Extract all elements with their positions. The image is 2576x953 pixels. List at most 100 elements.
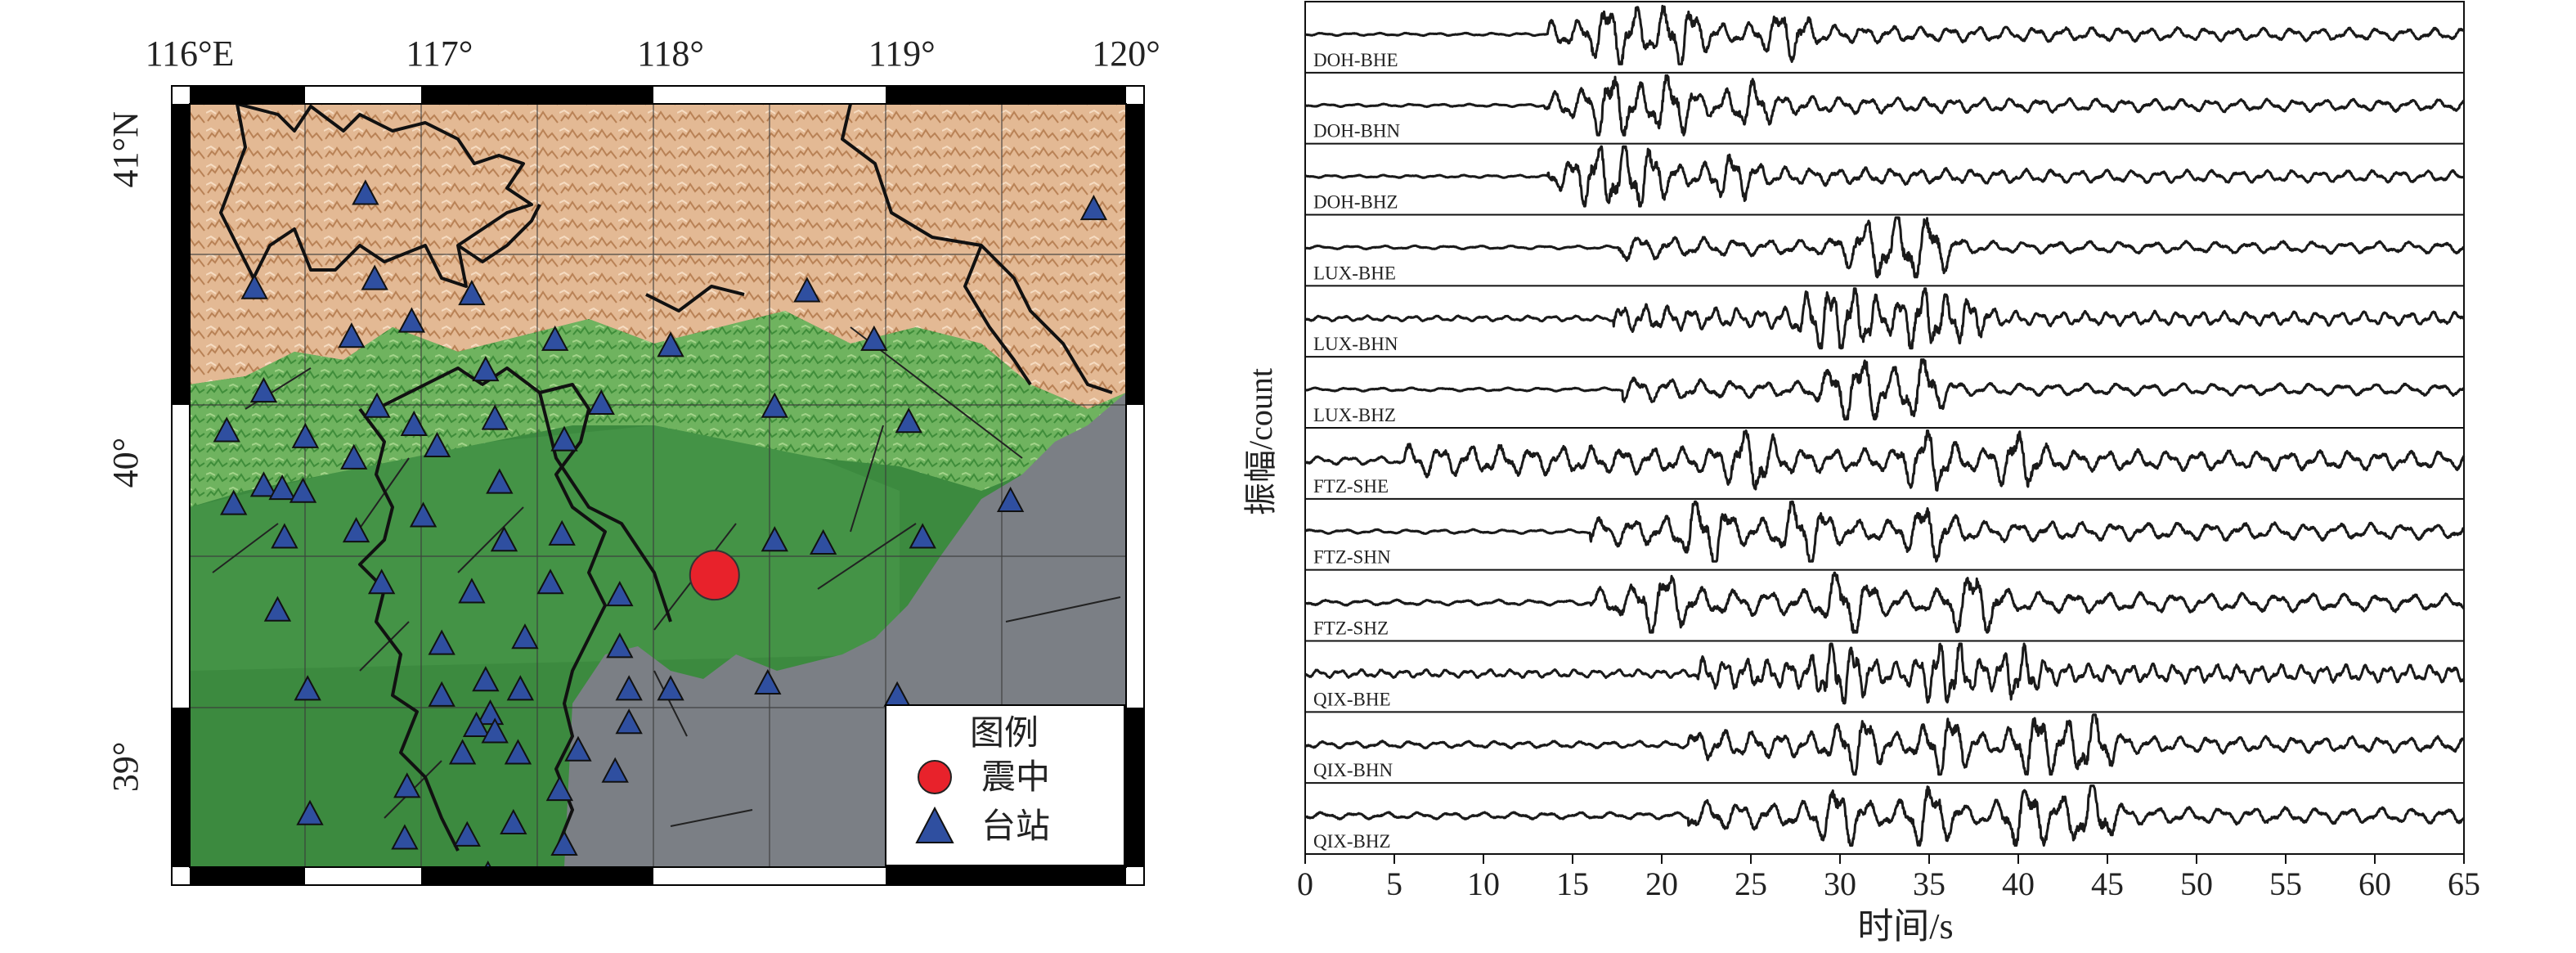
map-legend: 图例 震中 台站	[885, 704, 1125, 866]
x-tick-label: 30	[1824, 865, 1856, 902]
x-tick-label: 10	[1467, 865, 1500, 902]
station-triangle	[761, 526, 788, 552]
station-triangle	[548, 519, 576, 546]
station-triangle	[400, 410, 428, 437]
waveform-trace	[1304, 784, 2466, 847]
station-triangle	[500, 808, 527, 834]
station-triangle	[472, 666, 500, 692]
x-axis-label: 时间/s	[1857, 906, 1953, 946]
station-triangle	[550, 829, 578, 856]
station-triangle	[511, 623, 539, 650]
station-triangle	[458, 578, 486, 604]
map-frame	[171, 85, 1145, 886]
station-triangle	[550, 425, 578, 452]
waveform-trace	[1304, 287, 2466, 350]
waveform-traces	[1304, 4, 2466, 847]
station-triangle	[472, 355, 500, 382]
station-triangle	[263, 596, 292, 622]
station-triangle	[601, 757, 629, 783]
waveform-trace	[1304, 571, 2466, 634]
waveform-plot-area	[1304, 1, 2465, 855]
station-triangle	[462, 711, 491, 738]
x-tick-label: 35	[1913, 865, 1945, 902]
station-triangle	[367, 569, 396, 595]
trace-label: QIX-BHZ	[1313, 831, 1391, 852]
map-y-tick-label: 41°N	[105, 111, 146, 187]
station-triangle	[536, 569, 564, 595]
station-triangle	[448, 739, 477, 765]
station-triangle	[504, 739, 532, 765]
map-x-tick-label: 118°	[637, 34, 704, 74]
epicenter-marker	[689, 550, 740, 601]
station-triangle	[490, 526, 518, 552]
x-tick-label: 55	[2269, 865, 2302, 902]
trace-label: FTZ-SHN	[1313, 547, 1391, 568]
station-triangle	[391, 824, 419, 850]
station-triangle	[363, 392, 391, 418]
x-tick-label: 20	[1645, 865, 1678, 902]
x-axis-ticks: 0 5 10 15 20 25 30 35 40 45 50 55 60 65	[1297, 854, 2480, 902]
waveform-trace	[1304, 500, 2466, 563]
station-triangle	[397, 307, 426, 333]
trace-label: FTZ-SHE	[1313, 476, 1389, 497]
waveform-chart: DOH-BHE DOH-BHN DOH-BHZ LUX-BHE LUX-BHN LUX-B…	[1242, 1, 2480, 946]
station-legend-icon	[915, 806, 954, 843]
station-triangle	[220, 489, 248, 515]
x-tick-label: 15	[1556, 865, 1589, 902]
station-triangle	[249, 377, 278, 403]
map-x-tick-label: 116°E	[146, 34, 235, 74]
trace-label: DOH-BHN	[1313, 121, 1400, 142]
x-tick-label: 45	[2091, 865, 2124, 902]
station-triangle	[296, 799, 324, 825]
station-triangle	[615, 675, 643, 701]
map-y-tick-label: 39°	[105, 742, 146, 793]
station-triangle	[615, 708, 643, 735]
x-tick-label: 0	[1297, 865, 1313, 902]
station-triangle	[453, 820, 481, 847]
map-x-tick-label: 119°	[868, 34, 936, 74]
station-triangle	[213, 416, 240, 443]
station-triangle	[587, 389, 615, 415]
waveform-trace	[1304, 358, 2466, 421]
station-triangle	[268, 474, 296, 501]
trace-label: DOH-BHE	[1313, 50, 1398, 70]
legend-title: 图例	[970, 715, 1039, 753]
map-x-tick-label: 117°	[406, 34, 473, 74]
x-tick-label: 65	[2448, 865, 2480, 902]
legend-item-epicenter: 震中	[981, 759, 1050, 797]
station-triangle	[481, 404, 509, 430]
station-triangle	[428, 681, 456, 707]
trace-labels: DOH-BHE DOH-BHN DOH-BHZ LUX-BHE LUX-BHN LUX-B…	[1313, 50, 1400, 852]
station-triangle	[240, 273, 268, 299]
x-tick-label: 5	[1386, 865, 1402, 902]
legend-item-station: 台站	[981, 808, 1050, 846]
station-triangle	[564, 735, 592, 762]
epicenter-layer	[689, 550, 740, 601]
station-triangle	[606, 581, 634, 607]
station-triangle	[761, 392, 788, 418]
station-triangle	[393, 772, 421, 798]
trace-label: DOH-BHZ	[1313, 192, 1398, 213]
station-triangle	[409, 501, 438, 528]
station-map: 116°E 117° 118° 119° 120° 41°N 40° 39° 图例 震中 台…	[105, 34, 1160, 886]
station-triangle	[545, 775, 574, 802]
station-triangle	[352, 179, 379, 205]
waveform-trace	[1304, 713, 2466, 776]
station-triangle	[484, 861, 491, 867]
station-triangle	[809, 528, 837, 555]
x-tick-label: 25	[1735, 865, 1767, 902]
station-triangle	[361, 264, 388, 290]
station-triangle	[793, 276, 821, 303]
station-triangle	[1079, 194, 1108, 221]
station-triangle	[506, 675, 534, 701]
map-x-ticks: 116°E 117° 118° 119° 120°	[146, 34, 1160, 74]
station-triangle	[909, 523, 936, 549]
station-triangle	[860, 325, 888, 351]
station-triangle	[289, 477, 317, 503]
station-triangle	[423, 431, 451, 458]
waveform-trace	[1304, 145, 2465, 208]
station-triangle	[340, 443, 368, 470]
trace-label: QIX-BHN	[1313, 760, 1393, 780]
trace-label: LUX-BHE	[1313, 263, 1396, 283]
map-y-ticks: 41°N 40° 39°	[105, 111, 146, 792]
